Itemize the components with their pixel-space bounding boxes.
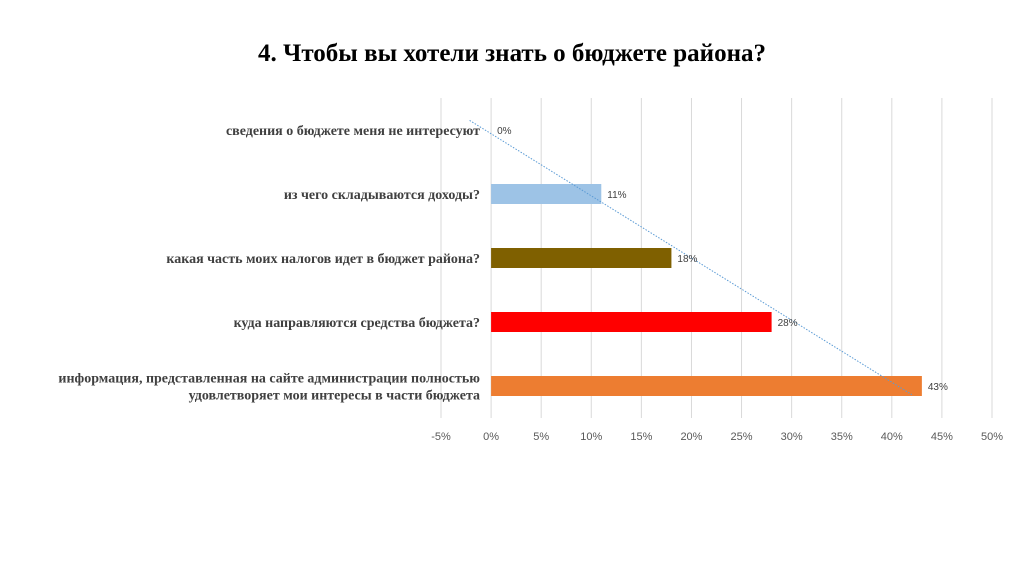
category-label: информация, представленная на сайте адми… bbox=[58, 372, 480, 404]
x-tick-label: 0% bbox=[483, 431, 499, 443]
x-tick-label: 50% bbox=[981, 431, 1003, 443]
data-label: 18% bbox=[677, 254, 697, 265]
data-label: 0% bbox=[497, 126, 512, 137]
x-tick-label: 45% bbox=[931, 431, 953, 443]
x-tick-label: 10% bbox=[580, 431, 602, 443]
bars bbox=[491, 184, 922, 396]
trendline-layer bbox=[469, 119, 914, 397]
trendline bbox=[469, 119, 914, 397]
category-label: куда направляются средства бюджета? bbox=[234, 316, 480, 331]
x-tick-label: 25% bbox=[731, 431, 753, 443]
data-label: 43% bbox=[928, 382, 948, 393]
x-tick-label: 30% bbox=[781, 431, 803, 443]
bar bbox=[491, 248, 672, 268]
x-tick-label: 15% bbox=[630, 431, 652, 443]
labels: -5% 0% 5% 10% 15% 20% 25% 30% 35% 40% 45% 50% 0% свед… bbox=[58, 124, 1003, 443]
data-label: 11% bbox=[607, 190, 626, 201]
chart-title: 4. Чтобы вы хотели знать о бюджете район… bbox=[258, 40, 766, 67]
bar bbox=[491, 376, 922, 396]
x-tick-label: 20% bbox=[680, 431, 702, 443]
x-tick-label: -5% bbox=[431, 431, 451, 443]
category-label: сведения о бюджете меня не интересуют bbox=[226, 124, 480, 139]
category-label: какая часть моих налогов идет в бюджет р… bbox=[166, 252, 480, 267]
x-tick-label: 5% bbox=[533, 431, 549, 443]
category-label: из чего складываются доходы? bbox=[284, 188, 480, 203]
bar bbox=[491, 312, 772, 332]
bar bbox=[491, 184, 602, 204]
x-tick-label: 35% bbox=[831, 431, 853, 443]
x-tick-label: 40% bbox=[881, 431, 903, 443]
data-label: 28% bbox=[778, 318, 798, 329]
